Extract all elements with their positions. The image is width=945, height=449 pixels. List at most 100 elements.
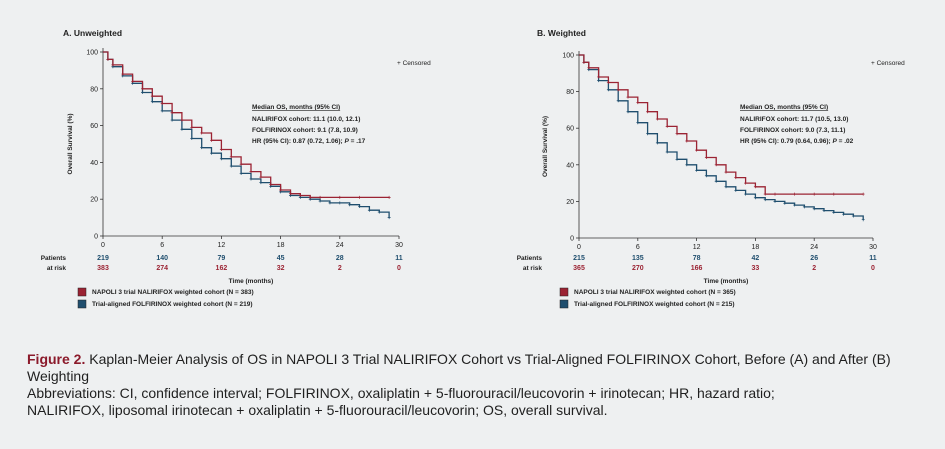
median-os-nalirifox: NALIRIFOX cohort: 11.1 (10.0, 12.1): [252, 116, 360, 123]
x-tick-label: 30: [395, 242, 403, 249]
nalirifox-curve: [579, 54, 864, 195]
censor-mark: [665, 150, 669, 154]
at-risk-label: Patients: [41, 255, 67, 262]
hr-prefix: HR (95% CI): 0.79 (0.64, 0.96);: [740, 138, 832, 145]
censor-mark: [773, 192, 777, 196]
censor-mark: [655, 141, 659, 145]
at-risk-folfirinox: 26: [810, 255, 818, 262]
x-tick-label: 0: [101, 242, 105, 249]
censor-mark: [200, 146, 204, 150]
censor-mark: [338, 201, 342, 205]
censor-mark: [200, 131, 204, 135]
censor-mark: [367, 208, 371, 212]
censor-mark: [606, 88, 610, 92]
at-risk-folfirinox: 215: [573, 255, 585, 262]
hr-prefix: HR (95% CI): 0.87 (0.72, 1.06);: [252, 138, 344, 145]
at-risk-nalirifox: 166: [691, 265, 703, 272]
caption-abbrev-1: Abbreviations: CI, confidence interval; …: [27, 385, 775, 401]
censor-mark: [338, 195, 342, 199]
censor-mark: [106, 57, 110, 61]
median-os-nalirifox: NALIRIFOX cohort: 11.7 (10.5, 13.0): [740, 116, 848, 123]
x-tick-label: 6: [160, 242, 164, 249]
censor-mark: [210, 151, 214, 155]
legend-swatch-nalirifox: [559, 287, 569, 297]
censor-mark: [259, 175, 263, 179]
at-risk-folfirinox: 45: [277, 255, 285, 262]
y-tick-label: 100: [86, 50, 98, 57]
censor-mark: [131, 79, 135, 83]
censor-mark: [793, 192, 797, 196]
at-risk-nalirifox: 2: [812, 265, 816, 272]
at-risk-nalirifox: 274: [156, 265, 168, 272]
censor-mark: [734, 188, 738, 192]
at-risk-folfirinox: 28: [336, 255, 344, 262]
y-tick-label: 80: [90, 86, 98, 93]
y-tick-label: 60: [90, 123, 98, 130]
censor-mark: [724, 170, 728, 174]
censor-mark: [695, 148, 699, 152]
x-tick-label: 6: [636, 244, 640, 251]
at-risk-folfirinox: 11: [395, 255, 403, 262]
censor-mark: [655, 117, 659, 121]
censor-mark: [170, 118, 174, 122]
censor-mark: [763, 192, 767, 196]
censor-mark: [121, 72, 125, 76]
censor-mark: [626, 110, 630, 114]
at-risk-folfirinox: 135: [632, 255, 644, 262]
censor-mark: [229, 164, 233, 168]
median-os-folfirinox: FOLFIRINOX cohort: 9.0 (7.3, 11.1): [740, 127, 845, 134]
at-risk-nalirifox: 2: [338, 265, 342, 272]
censor-mark: [298, 194, 302, 198]
y-tick-label: 100: [562, 53, 574, 60]
censor-mark: [328, 201, 332, 205]
censor-mark: [704, 174, 708, 178]
censor-mark: [387, 195, 391, 199]
censor-mark: [753, 196, 757, 200]
censor-mark: [597, 75, 601, 79]
at-risk-label: at risk: [47, 265, 67, 272]
censor-mark: [724, 185, 728, 189]
censor-mark: [734, 176, 738, 180]
censor-mark: [802, 205, 806, 209]
censor-mark: [318, 199, 322, 203]
censor-mark: [675, 132, 679, 136]
x-tick-label: 18: [277, 242, 285, 249]
censor-mark: [812, 192, 816, 196]
censor-mark: [358, 205, 362, 209]
censor-mark: [582, 60, 586, 64]
x-axis-label: Time (months): [229, 278, 274, 285]
censor-mark: [111, 63, 115, 67]
censor-mark: [249, 177, 253, 181]
censor-mark: [190, 125, 194, 129]
censor-mark: [626, 95, 630, 99]
at-risk-label: Patients: [517, 255, 543, 262]
y-tick-label: 40: [566, 162, 574, 169]
hazard-ratio-text: HR (95% CI): 0.79 (0.64, 0.96); P = .02: [740, 138, 854, 145]
at-risk-folfirinox: 42: [752, 255, 760, 262]
x-tick-label: 24: [336, 242, 344, 249]
censor-mark: [793, 203, 797, 207]
censor-mark: [744, 192, 748, 196]
y-tick-label: 40: [90, 160, 98, 167]
hazard-ratio-text: HR (95% CI): 0.87 (0.72, 1.06); P = .17: [252, 138, 366, 145]
censor-mark: [239, 162, 243, 166]
censor-mark: [685, 163, 689, 167]
censor-mark: [219, 157, 223, 161]
at-risk-nalirifox: 383: [97, 265, 109, 272]
y-axis-label: Overall Survival (%): [542, 116, 549, 177]
figure-label: Figure 2.: [27, 351, 86, 367]
censor-mark: [646, 110, 650, 114]
caption-title: Kaplan-Meier Analysis of OS in NAPOLI 3 …: [27, 351, 891, 384]
panel-a-unweighted: A. Unweighted 0 20 40 60 80 100 0 6 12 18 24 30 Overa…: [0, 0, 460, 340]
censor-mark: [636, 121, 640, 125]
censor-mark: [288, 192, 292, 196]
censor-mark: [140, 90, 144, 94]
censor-mark: [861, 192, 865, 196]
censor-mark: [714, 163, 718, 167]
at-risk-folfirinox: 140: [156, 255, 168, 262]
x-tick-label: 18: [752, 244, 760, 251]
censor-mark: [616, 99, 620, 103]
censor-mark: [387, 216, 391, 220]
hr-p-value: = .02: [837, 138, 854, 145]
